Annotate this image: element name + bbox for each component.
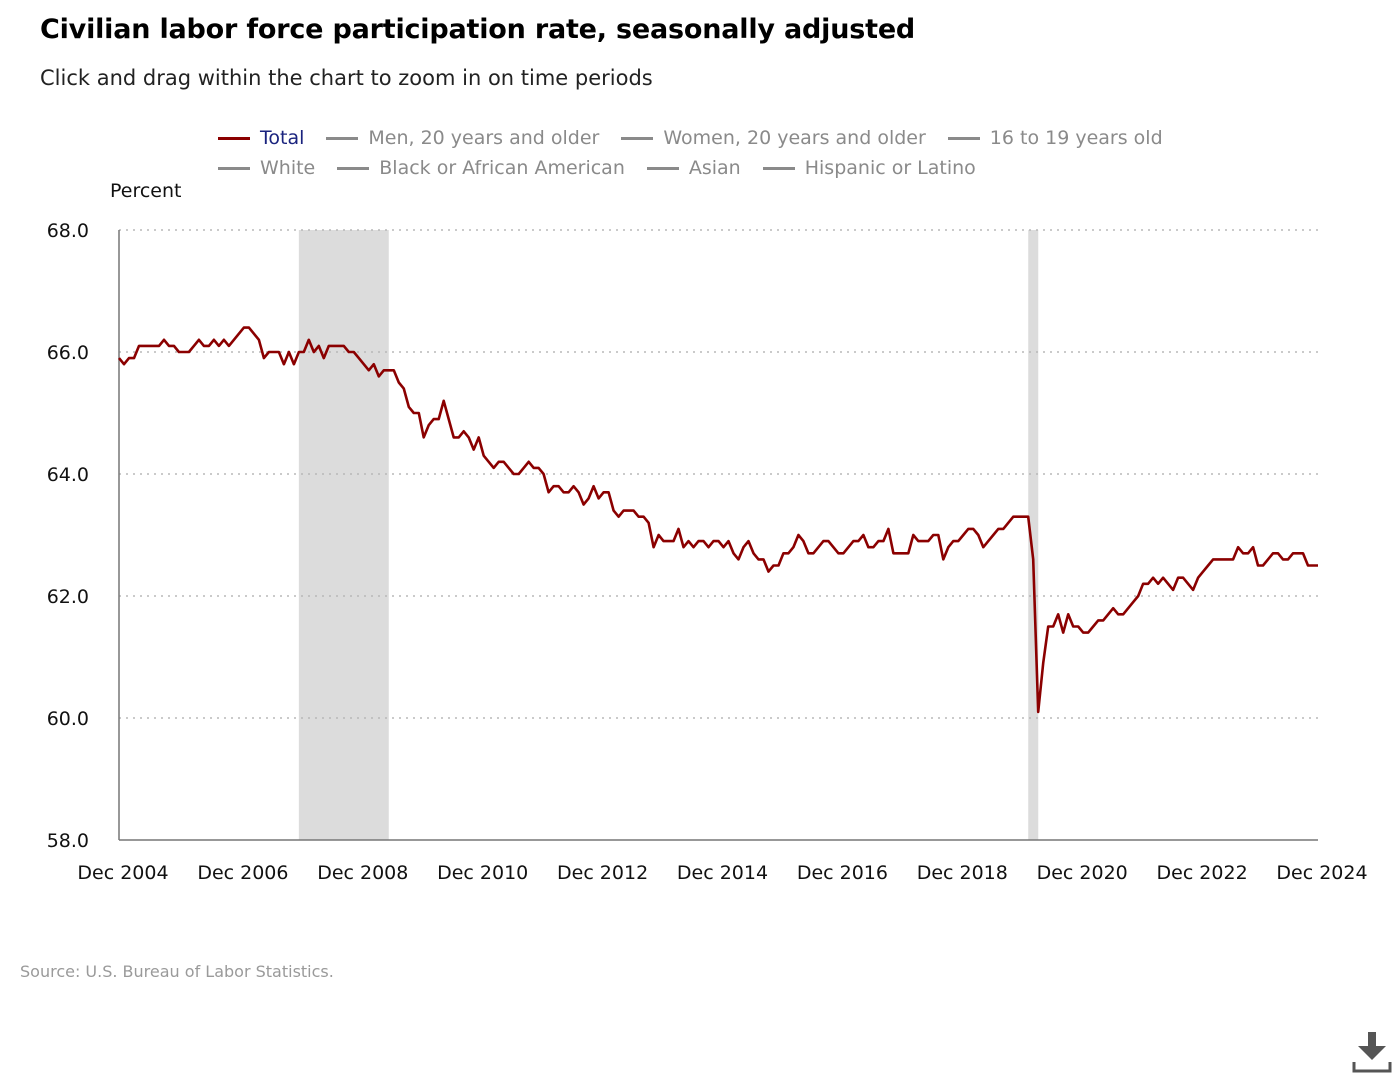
legend-swatch xyxy=(218,166,250,170)
legend-label: 16 to 19 years old xyxy=(989,127,1163,149)
legend-item-hispanic[interactable]: Hispanic or Latino xyxy=(762,157,976,179)
x-tick-label: Dec 2016 xyxy=(797,862,888,884)
legend-label: Women, 20 years and older xyxy=(663,127,926,149)
y-axis-label: Percent xyxy=(110,180,182,202)
y-tick-label: 60.0 xyxy=(47,708,89,730)
source-note: Source: U.S. Bureau of Labor Statistics. xyxy=(20,962,334,981)
legend-row: White Black or African American Asian Hi… xyxy=(218,153,1278,183)
legend-item-white[interactable]: White xyxy=(218,157,315,179)
legend-item-asian[interactable]: Asian xyxy=(646,157,741,179)
x-tick-label: Dec 2010 xyxy=(437,862,528,884)
y-tick-label: 62.0 xyxy=(47,586,89,608)
legend-item-16-to-19[interactable]: 16 to 19 years old xyxy=(947,127,1163,149)
legend-swatch xyxy=(326,136,359,140)
download-icon[interactable] xyxy=(1352,1030,1392,1074)
legend-label: Asian xyxy=(688,157,741,179)
legend-item-black[interactable]: Black or African American xyxy=(337,157,625,179)
legend-swatch xyxy=(337,166,370,170)
legend-swatch xyxy=(762,166,795,170)
legend-row: Total Men, 20 years and older Women, 20 … xyxy=(218,123,1278,153)
legend: Total Men, 20 years and older Women, 20 … xyxy=(218,123,1278,183)
x-tick-label: Dec 2004 xyxy=(77,862,168,884)
legend-swatch xyxy=(646,166,679,170)
x-tick-label: Dec 2024 xyxy=(1276,862,1367,884)
series-line-total xyxy=(117,326,1318,714)
legend-label: Men, 20 years and older xyxy=(368,127,600,149)
y-tick-label: 68.0 xyxy=(47,220,89,242)
x-tick-label: Dec 2018 xyxy=(917,862,1008,884)
y-tick-label: 64.0 xyxy=(47,464,89,486)
legend-label: White xyxy=(260,157,316,179)
line-chart[interactable]: 58.0 60.0 62.0 64.0 66.0 68.0 Dec 2004 Dec 2006… xyxy=(0,0,1400,900)
x-tick-label: Dec 2020 xyxy=(1037,862,1128,884)
recession-band xyxy=(298,230,389,840)
legend-swatch xyxy=(621,136,654,140)
download-icon-graphic xyxy=(1352,1032,1392,1073)
x-tick-label: Dec 2022 xyxy=(1157,862,1248,884)
legend-item-total[interactable]: Total xyxy=(218,127,304,149)
legend-label: Black or African American xyxy=(379,157,625,179)
legend-item-men-20-and-older[interactable]: Men, 20 years and older xyxy=(326,127,599,149)
x-tick-label: Dec 2006 xyxy=(197,862,288,884)
legend-item-women-20-and-older[interactable]: Women, 20 years and older xyxy=(621,127,926,149)
y-tick-label: 66.0 xyxy=(47,342,89,364)
recession-band xyxy=(1028,230,1039,840)
legend-swatch xyxy=(218,136,250,140)
legend-swatch xyxy=(947,136,980,140)
legend-label: Hispanic or Latino xyxy=(804,157,976,179)
y-tick-label: 58.0 xyxy=(47,830,89,852)
x-tick-label: Dec 2014 xyxy=(677,862,768,884)
chart-subtitle: Click and drag within the chart to zoom … xyxy=(40,66,653,90)
legend-label: Total xyxy=(260,127,305,149)
chart-title: Civilian labor force participation rate,… xyxy=(40,14,916,45)
x-tick-label: Dec 2012 xyxy=(557,862,648,884)
x-tick-label: Dec 2008 xyxy=(317,862,408,884)
